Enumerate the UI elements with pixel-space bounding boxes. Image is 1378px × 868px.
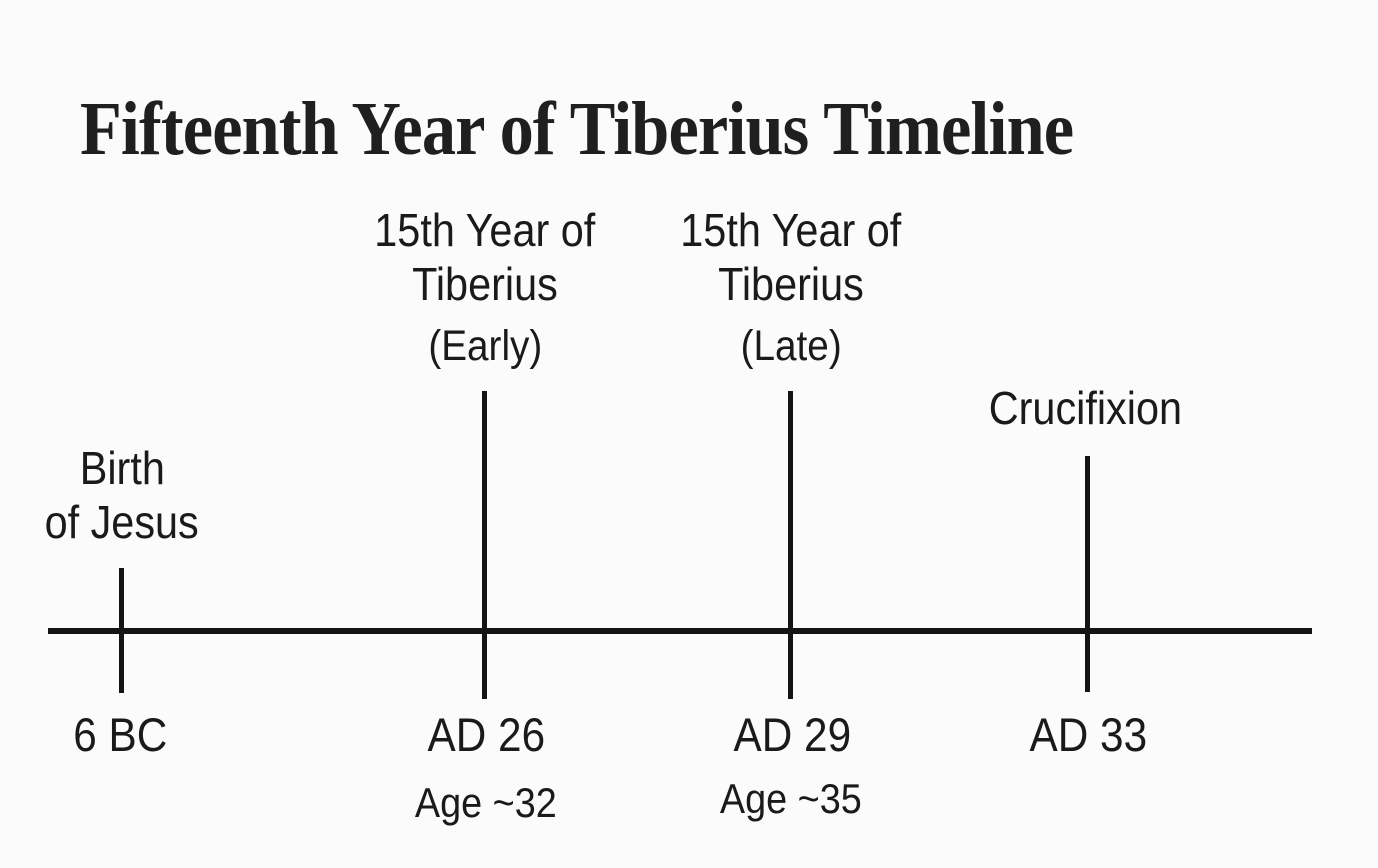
event-label-tiberius-early: 15th Year of Tiberius (Early) <box>265 203 705 369</box>
event-label-line: Tiberius <box>571 257 1011 311</box>
event-label-text: Birth <box>79 442 165 494</box>
event-label-crucifixion: Crucifixion <box>865 381 1305 435</box>
event-label-text: Tiberius <box>718 258 864 310</box>
tick-crucifixion <box>1085 456 1090 692</box>
date-label-ad-26: AD 26 <box>336 711 636 758</box>
event-qualifier-text: (Early) <box>428 322 542 370</box>
tick-tiberius-early <box>482 391 487 699</box>
tick-tiberius-late <box>788 391 793 699</box>
date-label-ad-29: AD 29 <box>642 711 942 758</box>
event-label-line: 15th Year of <box>265 203 705 257</box>
date-label-6-bc: 6 BC <box>0 711 270 758</box>
tick-birth-of-jesus <box>119 568 124 693</box>
event-label-line: 15th Year of <box>571 203 1011 257</box>
event-qualifier: (Late) <box>571 323 1011 369</box>
event-label-text: of Jesus <box>44 496 200 548</box>
age-label-tiberius-late: Age ~35 <box>641 778 941 820</box>
age-label-tiberius-early: Age ~32 <box>336 782 636 824</box>
age-text: Age ~32 <box>415 779 557 826</box>
event-label-text: Tiberius <box>412 258 558 310</box>
date-text: AD 26 <box>427 708 545 761</box>
event-label-line: Birth <box>0 441 342 495</box>
event-label-line: Tiberius <box>265 257 705 311</box>
event-qualifier-text: (Late) <box>740 322 842 370</box>
date-text: 6 BC <box>72 708 168 761</box>
date-text: AD 33 <box>1029 708 1147 761</box>
timeline-axis <box>48 628 1312 634</box>
event-label-text: 15th Year of <box>680 204 902 256</box>
date-text: AD 29 <box>733 708 851 761</box>
event-label-tiberius-late: 15th Year of Tiberius (Late) <box>571 203 1011 369</box>
event-qualifier: (Early) <box>265 323 705 369</box>
event-label-text: Crucifixion <box>988 382 1182 434</box>
event-label-line: Crucifixion <box>865 381 1305 435</box>
event-label-line: of Jesus <box>0 495 342 549</box>
age-text: Age ~35 <box>720 775 862 822</box>
page-title-text: Fifteenth Year of Tiberius Timeline <box>80 86 1074 171</box>
event-label-text: 15th Year of <box>374 204 596 256</box>
date-label-ad-33: AD 33 <box>938 711 1238 758</box>
event-label-birth-of-jesus: Birth of Jesus <box>0 441 342 549</box>
page-title: Fifteenth Year of Tiberius Timeline <box>80 91 1184 167</box>
